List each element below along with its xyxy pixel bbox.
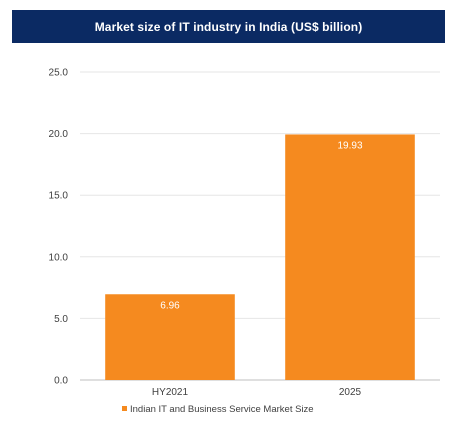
legend-swatch [122,406,127,411]
y-tick-label: 5.0 [54,314,68,325]
y-tick-label: 25.0 [49,68,69,79]
y-tick-label: 20.0 [49,129,69,140]
legend-entry: Indian IT and Business Service Market Si… [130,404,314,415]
x-tick-label: 2025 [339,387,362,398]
bar [105,294,235,380]
y-tick-label: 10.0 [49,252,69,263]
data-label: 6.96 [160,300,180,311]
bar [285,134,415,380]
y-tick-label: 15.0 [49,191,69,202]
y-tick-label: 0.0 [54,376,68,387]
x-tick-label: HY2021 [152,387,189,398]
chart-title: Market size of IT industry in India (US$… [12,10,445,43]
data-label: 19.93 [337,140,362,151]
